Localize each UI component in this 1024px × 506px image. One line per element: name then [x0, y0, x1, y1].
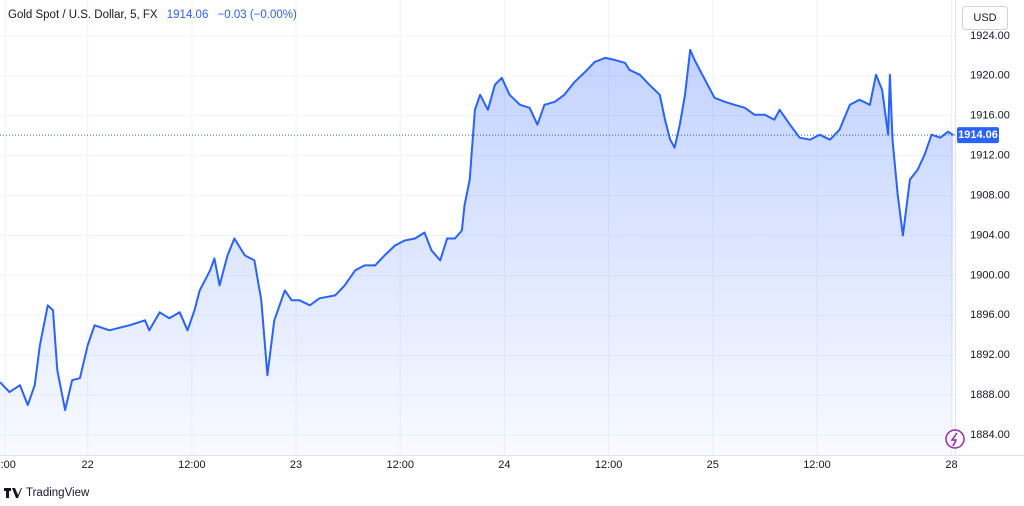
- x-tick-label: 12:00: [178, 459, 206, 471]
- y-tick-label: 1904.00: [970, 229, 1010, 241]
- x-tick-label: 6:00: [0, 459, 16, 471]
- symbol-title: Gold Spot / U.S. Dollar, 5, FX: [8, 9, 158, 21]
- y-tick-label: 1908.00: [970, 189, 1010, 201]
- header-change: −0.03 (−0.00%): [217, 9, 297, 21]
- y-tick-label: 1916.00: [970, 110, 1010, 122]
- y-tick-label: 1884.00: [970, 429, 1010, 441]
- x-tick-label: 24: [498, 459, 510, 471]
- y-tick-label: 1900.00: [970, 269, 1010, 281]
- brand-logo: TradingView: [4, 487, 89, 499]
- last-price-label: 1914.06: [958, 129, 998, 141]
- area-fill: [0, 49, 954, 456]
- header: Gold Spot / U.S. Dollar, 5, FX 1914.06 −…: [8, 9, 303, 21]
- x-tick-label: 23: [290, 459, 302, 471]
- y-tick-label: 1888.00: [970, 389, 1010, 401]
- last-price-box: [957, 127, 999, 144]
- x-tick-label: 12:00: [595, 459, 623, 471]
- x-tick-label: 12:00: [803, 459, 831, 471]
- currency-button[interactable]: USD: [962, 6, 1008, 30]
- alert-icon: [945, 429, 965, 449]
- header-price: 1914.06: [166, 9, 209, 21]
- y-tick-label: 1924.00: [970, 30, 1010, 42]
- y-tick-label: 1896.00: [970, 309, 1010, 321]
- brand-name: TradingView: [26, 487, 90, 499]
- x-tick-label: 12:00: [386, 459, 414, 471]
- y-tick-label: 1912.00: [970, 150, 1010, 162]
- y-tick-label: 1920.00: [970, 70, 1010, 82]
- y-tick-label: 1892.00: [970, 349, 1010, 361]
- x-tick-label: 28: [945, 459, 957, 471]
- price-line: [0, 48, 954, 412]
- brand-icon: [4, 488, 22, 498]
- x-tick-label: 25: [707, 459, 719, 471]
- x-tick-label: 22: [82, 459, 94, 471]
